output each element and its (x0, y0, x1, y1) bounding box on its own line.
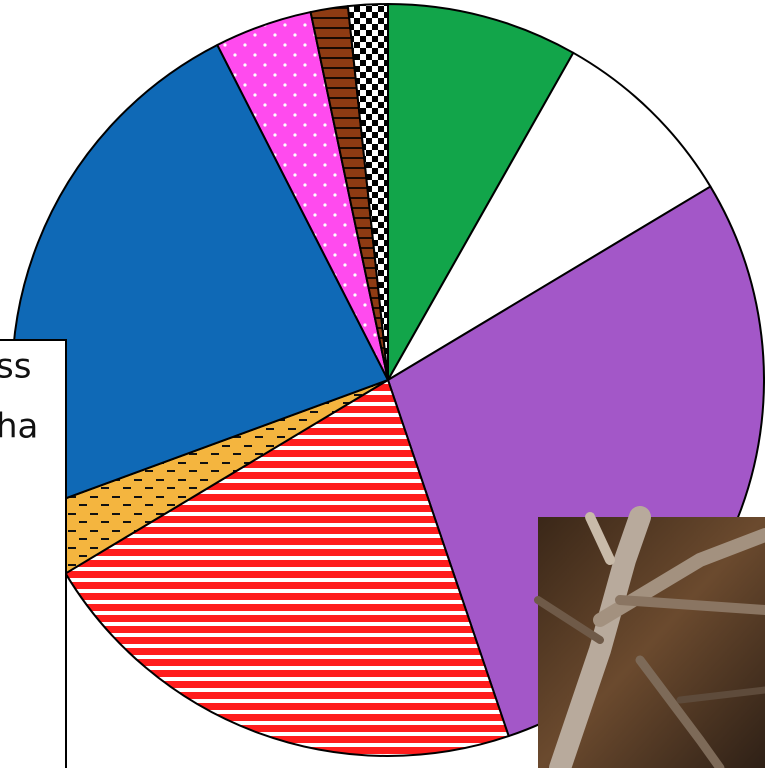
pie-slice (387, 51, 712, 381)
pie-slice (346, 3, 389, 381)
legend-label: ss (0, 347, 31, 387)
pie-slice (64, 379, 510, 757)
pie (11, 3, 765, 757)
legend-box (0, 339, 67, 768)
branches (534, 506, 765, 768)
legend-label: ha (0, 407, 38, 447)
pie-slice (387, 3, 575, 381)
legend: ss ha (0, 339, 67, 768)
photo (534, 506, 765, 768)
